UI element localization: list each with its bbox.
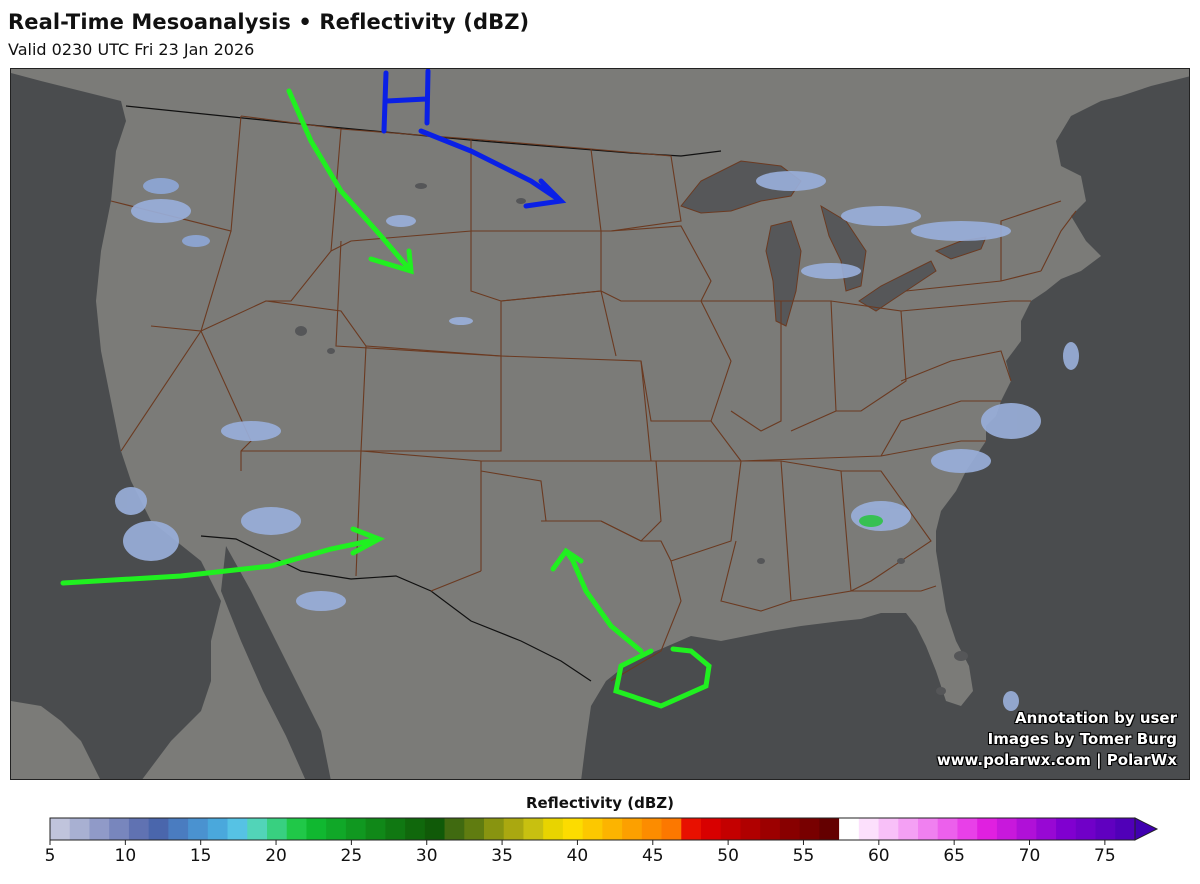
colorbar-swatch bbox=[937, 818, 959, 840]
colorbar-swatch bbox=[799, 818, 820, 840]
radar-map: Annotation by user Images by Tomer Burg … bbox=[10, 68, 1190, 780]
valid-time: Valid 0230 UTC Fri 23 Jan 2026 bbox=[8, 40, 255, 59]
colorbar-swatch bbox=[385, 818, 406, 840]
us-map-svg bbox=[11, 69, 1189, 779]
colorbar-swatch bbox=[267, 818, 288, 840]
colorbar-swatch bbox=[1056, 818, 1077, 840]
colorbar-swatch bbox=[543, 818, 564, 840]
trajectory-arrows bbox=[60, 88, 712, 709]
colorbar-swatch bbox=[957, 818, 978, 840]
colorbar-swatch bbox=[918, 818, 939, 840]
colorbar-swatch bbox=[641, 818, 663, 840]
colorbar-swatch bbox=[839, 818, 860, 840]
colorbar-swatch bbox=[306, 818, 327, 840]
colorbar-title: Reflectivity (dBZ) bbox=[525, 794, 675, 812]
colorbar-swatch bbox=[523, 818, 544, 840]
colorbar-tick-label: 50 bbox=[717, 846, 739, 866]
colorbar-swatch bbox=[977, 818, 998, 840]
colorbar-swatch bbox=[345, 818, 367, 840]
colorbar-swatch bbox=[1115, 818, 1136, 840]
colorbar-tick-label: 65 bbox=[943, 846, 965, 866]
radar-echoes bbox=[115, 171, 1079, 711]
colorbar-swatch bbox=[188, 818, 209, 840]
colorbar-swatch bbox=[424, 818, 446, 840]
colorbar-outline bbox=[49, 817, 1136, 841]
credit-website: www.polarwx.com | PolarWx bbox=[936, 751, 1177, 769]
colorbar-swatch bbox=[444, 818, 465, 840]
colorbar-swatch bbox=[1036, 818, 1057, 840]
gulf-of-california bbox=[221, 546, 331, 779]
colorbar-swatch bbox=[1016, 818, 1037, 840]
colorbar-tick-label: 20 bbox=[265, 846, 287, 866]
colorbar-tick-label: 75 bbox=[1094, 846, 1116, 866]
colorbar-tick-label: 40 bbox=[566, 846, 589, 866]
colorbar-swatch bbox=[582, 818, 603, 840]
colorbar-swatch bbox=[148, 818, 169, 840]
state-borders bbox=[110, 115, 1077, 682]
colorbar-swatch bbox=[405, 818, 426, 840]
colorbar-swatch bbox=[464, 818, 485, 840]
colorbar-tick-label: 25 bbox=[340, 846, 363, 866]
colorbar-swatch bbox=[760, 818, 781, 840]
colorbar-swatch bbox=[878, 818, 899, 840]
colorbar-swatch bbox=[996, 818, 1018, 840]
small-lakes bbox=[295, 183, 968, 695]
colorbar-swatch bbox=[681, 818, 702, 840]
colorbar-swatch bbox=[168, 818, 189, 840]
colorbar-swatch bbox=[69, 818, 91, 840]
colorbar-tick-label: 10 bbox=[114, 846, 137, 866]
colorbar-swatch bbox=[247, 818, 268, 840]
colorbar-swatch bbox=[622, 818, 643, 840]
colorbar-swatch bbox=[740, 818, 761, 840]
colorbar-swatch bbox=[365, 818, 386, 840]
colorbar-swatch bbox=[1075, 818, 1097, 840]
colorbar-swatch bbox=[819, 818, 840, 840]
colorbar-swatch bbox=[503, 818, 525, 840]
credit-author: Images by Tomer Burg bbox=[987, 730, 1177, 748]
colorbar-swatch bbox=[898, 818, 919, 840]
high-pressure-annotation bbox=[381, 69, 567, 209]
colorbar-ticks: 5 10 15 20 25 30 35 40 45 50 55 60 65 70 75 bbox=[0, 846, 1200, 870]
colorbar-tick-label: 30 bbox=[415, 846, 438, 866]
colorbar-tick-label: 55 bbox=[792, 846, 815, 866]
colorbar-swatch bbox=[720, 818, 742, 840]
colorbar-swatch bbox=[484, 818, 505, 840]
colorbar-swatch bbox=[207, 818, 229, 840]
colorbar-tick-label: 70 bbox=[1018, 846, 1041, 866]
colorbar-extend-arrow bbox=[1134, 817, 1159, 841]
image-credits: Annotation by user Images by Tomer Burg … bbox=[937, 708, 1177, 771]
colorbar-swatch bbox=[286, 818, 308, 840]
colorbar-swatch bbox=[227, 818, 248, 840]
page-title: Real-Time Mesoanalysis • Reflectivity (d… bbox=[8, 10, 530, 34]
colorbar-swatch bbox=[89, 818, 110, 840]
colorbar-tick-label: 15 bbox=[189, 846, 212, 866]
colorbar-tick-label: 5 bbox=[44, 846, 56, 866]
colorbar-swatch bbox=[602, 818, 623, 840]
colorbar-swatch bbox=[858, 818, 880, 840]
colorbar bbox=[49, 817, 1159, 845]
mexico-border bbox=[200, 535, 592, 682]
colorbar-tick-label: 35 bbox=[491, 846, 513, 866]
colorbar-swatch bbox=[779, 818, 801, 840]
colorbar-swatch bbox=[109, 818, 130, 840]
colorbar-swatch bbox=[326, 818, 347, 840]
colorbar-swatch bbox=[701, 818, 722, 840]
colorbar-swatch bbox=[1095, 818, 1116, 840]
colorbar-swatch bbox=[661, 818, 682, 840]
colorbar-swatch bbox=[50, 818, 71, 840]
colorbar-tick-label: 45 bbox=[641, 846, 664, 866]
colorbar-swatch bbox=[562, 818, 584, 840]
colorbar-swatch bbox=[128, 818, 150, 840]
colorbar-tick-label: 60 bbox=[867, 846, 890, 866]
credit-annotation: Annotation by user bbox=[1015, 709, 1177, 727]
